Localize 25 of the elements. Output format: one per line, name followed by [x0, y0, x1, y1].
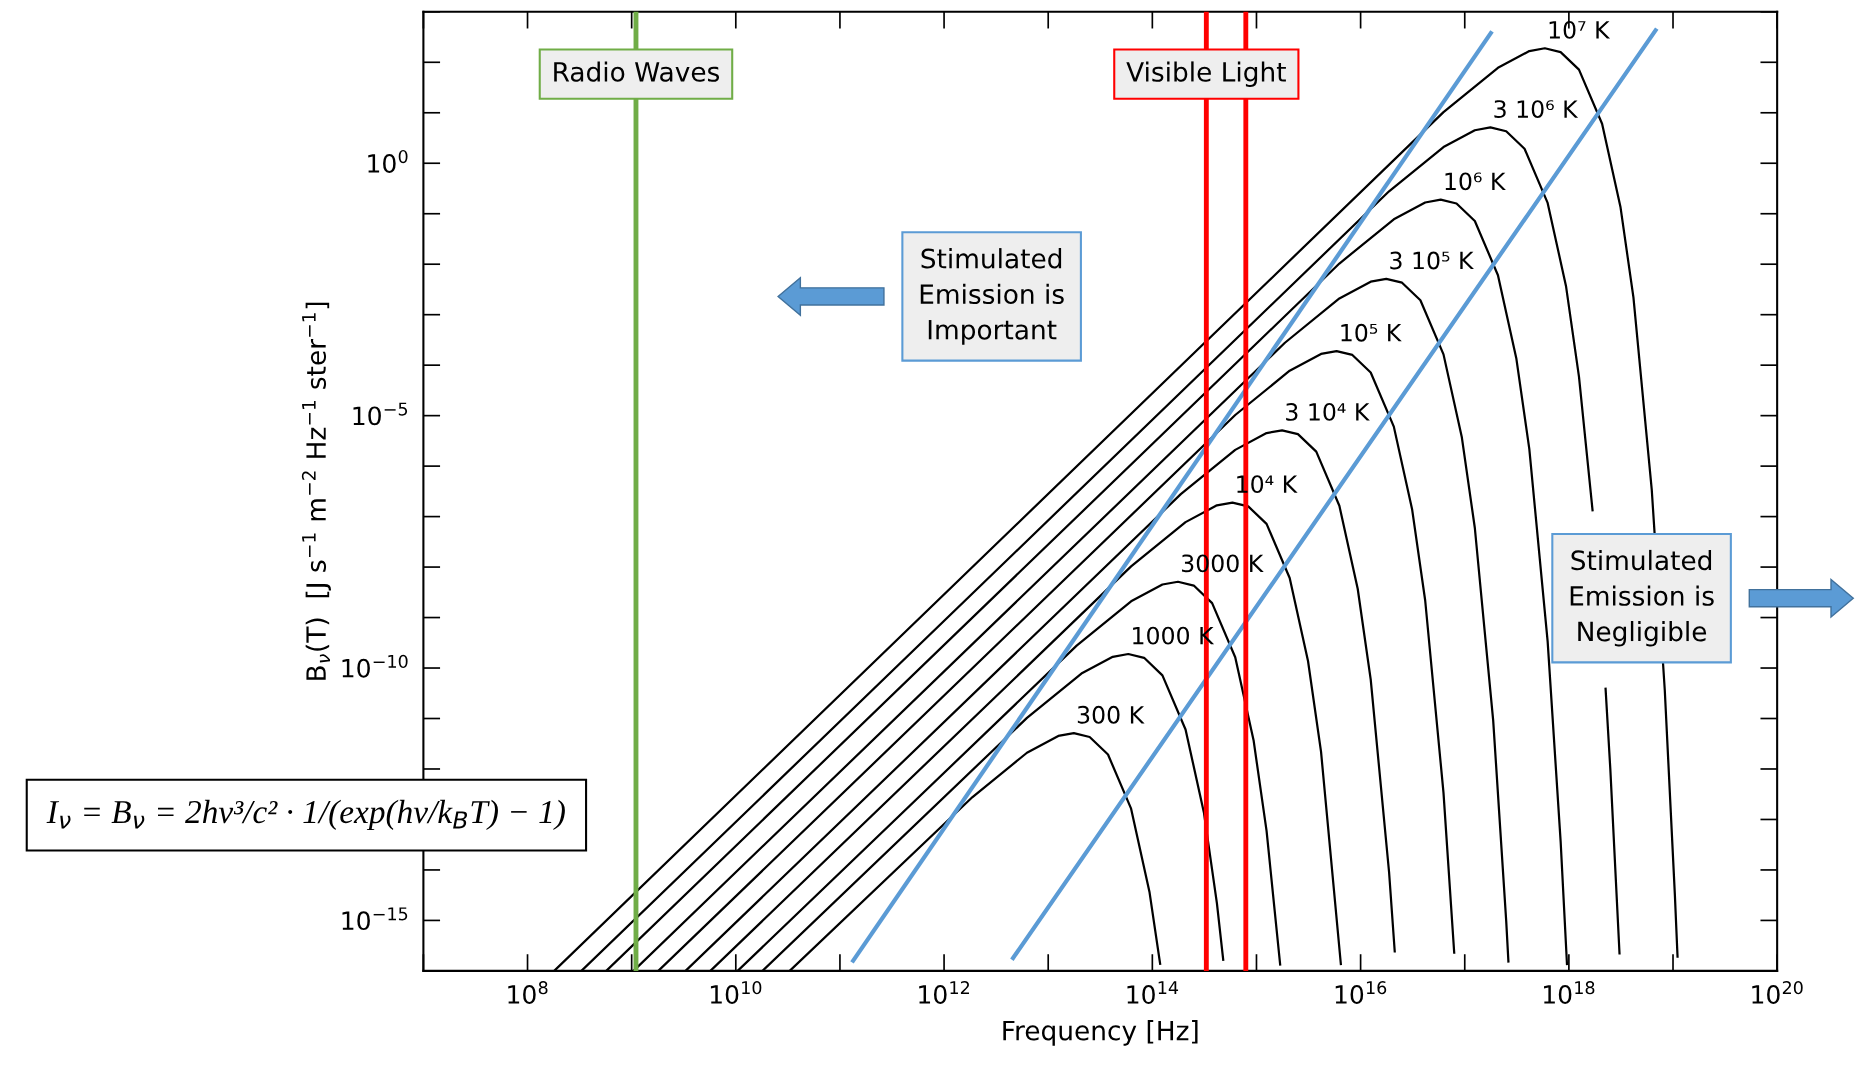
x-axis-title: Frequency [Hz]	[1003, 1020, 1198, 1046]
series-label: 10⁵ K	[1341, 323, 1402, 342]
x-tick-label: 10$^{16}$	[1335, 981, 1387, 1004]
series-label: 3 10⁵ K	[1390, 251, 1474, 270]
y-tick-label: 10$^{−5}$	[353, 402, 408, 426]
y-tick-label: 10$^{0}$	[368, 150, 408, 173]
series-label: 3 10⁶ K	[1494, 100, 1579, 118]
legend-label: 10⁷ K	[1549, 20, 1611, 39]
ref-line-label: Visible Light	[1126, 61, 1286, 87]
series-label: 300 K	[1077, 705, 1145, 724]
series-label: 3 10⁴ K	[1286, 403, 1370, 421]
x-tick-label: 10$^{8}$	[508, 981, 548, 1004]
text: B$_{ν}$(T) [J s$^{−1}$ m$^{−2}$ Hz$^{−1}$ ster$^{−1}$]	[301, 302, 331, 680]
y-tick-label: 10$^{−15}$	[342, 907, 408, 931]
series-label: 10⁶ K	[1445, 172, 1506, 191]
ref-line-label: Radio Waves	[554, 61, 720, 82]
y-tick-label: 10$^{−10}$	[342, 654, 408, 678]
x-tick-label: 10$^{20}$	[1752, 981, 1803, 1004]
x-tick-label: 10$^{14}$	[1127, 981, 1179, 1004]
x-tick-label: 10$^{10}$	[710, 981, 762, 1004]
annotation: I$_{ν}$ = B$_{ν}$ = 2hν³/c² · 1/(exp(hν/k$_{B}$T) − 1)	[46, 799, 565, 831]
annotation: Stimulated Emission is Negligible	[1570, 549, 1714, 647]
x-tick-label: 10$^{12}$	[919, 981, 970, 1004]
x-tick-label: 10$^{18}$	[1544, 981, 1595, 1004]
annotation: Stimulated Emission is Important	[920, 248, 1064, 345]
